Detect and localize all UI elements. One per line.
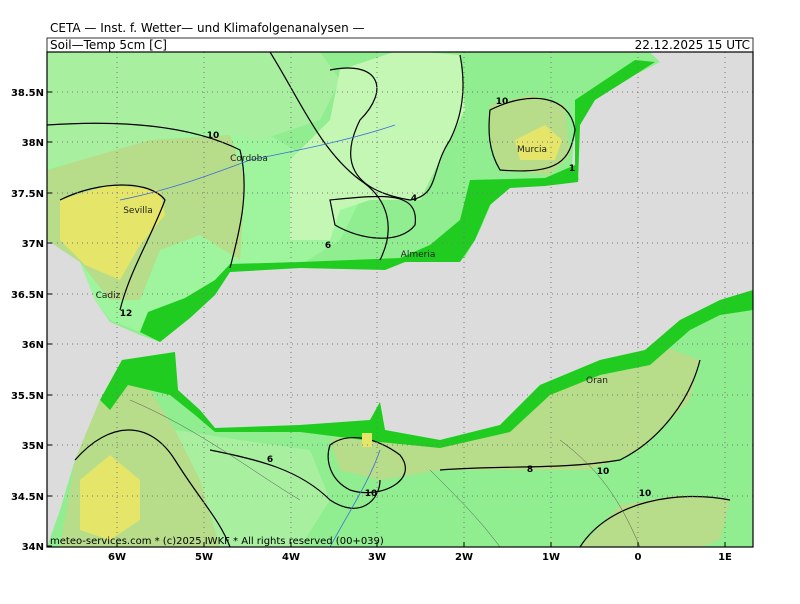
graticule: 38.5N 38N 37.5N 37N 36.5N 36N 35.5N 35N 34.5N 34N… — [11, 52, 753, 563]
place-label: Murcia — [517, 145, 547, 155]
coast-strip — [140, 60, 655, 342]
contour-label: 6 — [267, 455, 273, 465]
zone-sevilla — [60, 185, 165, 280]
contour — [488, 97, 576, 172]
lat-label: 35N — [22, 441, 44, 452]
contour-label: 10 — [207, 131, 220, 141]
lon-label: 0 — [635, 552, 642, 563]
place-label: Sevilla — [123, 206, 153, 216]
header-title: CETA — Inst. f. Wetter— und Klimafolgena… — [50, 21, 365, 35]
footer: meteo-services.com * (c)2025 IWKF * All … — [50, 536, 384, 547]
contour-label: 6 — [325, 241, 331, 251]
lat-label: 37.5N — [11, 189, 44, 200]
zone-southeast — [580, 495, 730, 547]
lon-label: 3W — [368, 552, 386, 563]
contour-label: 10 — [597, 467, 610, 477]
contour — [47, 122, 245, 269]
contour-label: 4 — [411, 194, 417, 204]
contour-label: 1 — [569, 164, 575, 174]
variable-label: Soil—Temp 5cm [C] — [50, 38, 167, 52]
lon-label: 5W — [195, 552, 213, 563]
lat-label: 37N — [22, 239, 44, 250]
zone-small-warm — [362, 433, 372, 447]
zone-murcia-warm — [515, 125, 562, 160]
contour-label: 12 — [120, 309, 133, 319]
contour — [74, 429, 231, 547]
contour-label: 8 — [527, 465, 533, 475]
lat-label: 34N — [22, 542, 44, 553]
lon-label: 6W — [108, 552, 126, 563]
contour — [59, 184, 166, 311]
place-label: Cadiz — [96, 291, 121, 301]
place-label: Cordoba — [230, 154, 268, 164]
contour-label: 10 — [496, 97, 509, 107]
lat-label: 34.5N — [11, 492, 44, 503]
zone-highland — [290, 52, 465, 240]
contour — [439, 359, 701, 471]
map-frame — [46, 51, 754, 548]
lat-label: 38.5N — [11, 88, 44, 99]
contour — [329, 54, 464, 201]
lat-label: 35.5N — [11, 391, 44, 402]
contour — [269, 52, 389, 261]
contour-label: 10 — [639, 489, 652, 499]
lon-label: 2W — [455, 552, 473, 563]
contour-label: 10 — [365, 489, 378, 499]
border — [129, 399, 641, 547]
contour — [329, 195, 416, 239]
valid-time: 22.12.2025 15 UTC — [635, 38, 750, 52]
lon-label: 4W — [282, 552, 300, 563]
lon-label: 1W — [542, 552, 560, 563]
river — [119, 124, 396, 201]
map-area — [47, 52, 753, 547]
africa-coast-strip — [100, 290, 753, 448]
river — [329, 449, 381, 547]
lat-label: 38N — [22, 138, 44, 149]
zone-north — [47, 52, 340, 165]
lat-label: 36N — [22, 340, 44, 351]
zone-warm-west — [80, 455, 140, 540]
place-label: Oran — [586, 376, 608, 386]
place-label: Almeria — [401, 250, 436, 260]
lon-label: 1E — [718, 552, 732, 563]
contour — [579, 495, 731, 547]
contour — [209, 449, 381, 509]
lat-label: 36.5N — [11, 290, 44, 301]
